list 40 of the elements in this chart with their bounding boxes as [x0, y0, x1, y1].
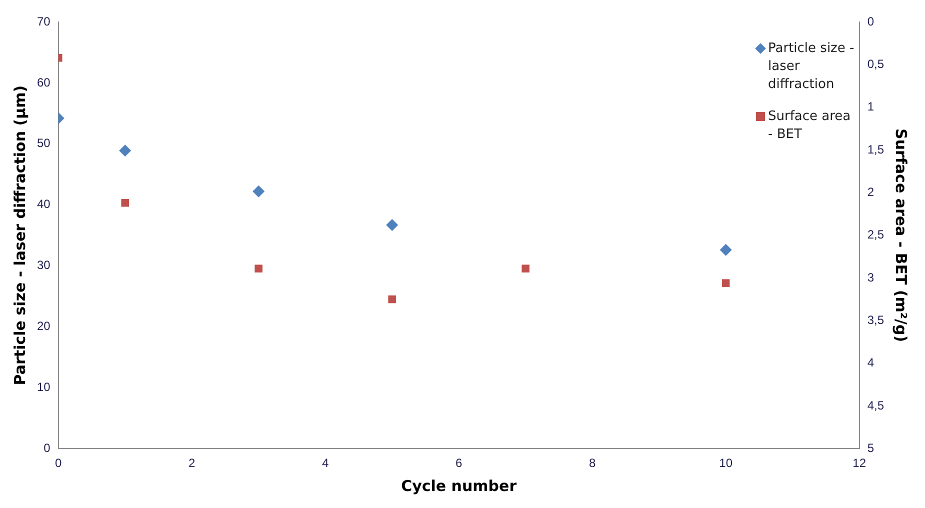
y2-tick-label: 1	[867, 100, 874, 114]
y2-tick-label: 3,5	[867, 312, 884, 327]
y-tick-label: 50	[36, 136, 51, 150]
point	[386, 218, 398, 231]
y2-tick-label: 5	[867, 440, 874, 455]
point	[722, 279, 730, 287]
point	[121, 198, 129, 207]
y2-tick-label: 0,5	[867, 56, 884, 71]
y-tick-label: 20	[36, 319, 51, 334]
y2-tick-label: 4	[867, 356, 874, 370]
x-tick-label: 8	[588, 456, 596, 470]
y2-tick-label: 3	[867, 270, 874, 284]
point	[522, 264, 530, 272]
y-tick-label: 30	[36, 258, 51, 272]
y-tick-label: 60	[36, 75, 51, 90]
y-tick-label: 0	[44, 440, 51, 455]
x-tick-label: 12	[852, 456, 866, 470]
point	[720, 244, 732, 256]
y-tick-label: 40	[36, 197, 51, 212]
x-tick-label: 10	[719, 456, 733, 470]
x-tick-label: 0	[55, 456, 62, 470]
x-tick-label: 2	[188, 456, 196, 470]
point	[254, 264, 262, 272]
y2-tick-label: 4,5	[867, 398, 884, 412]
y2-tick-label: 0	[867, 14, 874, 28]
point	[388, 295, 396, 304]
y2-tick-label: 1,5	[867, 142, 884, 156]
y-axis-title: Particle size - laser diffraction (µm)	[10, 85, 29, 386]
legend-label: Surface area - BET	[768, 108, 852, 144]
y-tick-label: 70	[36, 14, 51, 28]
y2-tick-label: 2,5	[867, 228, 884, 242]
x-axis-title: Cycle number	[401, 476, 518, 495]
point	[252, 185, 265, 198]
y2-tick-label: 2	[867, 184, 874, 199]
legend-label: Particle size - laser diffraction	[768, 40, 856, 94]
y-tick-label: 10	[36, 380, 51, 394]
y2-axis-title: Surface area - BET (m²/g)	[892, 128, 910, 342]
x-tick-label: 4	[322, 456, 329, 470]
point	[119, 144, 132, 157]
x-tick-label: 6	[455, 456, 462, 470]
